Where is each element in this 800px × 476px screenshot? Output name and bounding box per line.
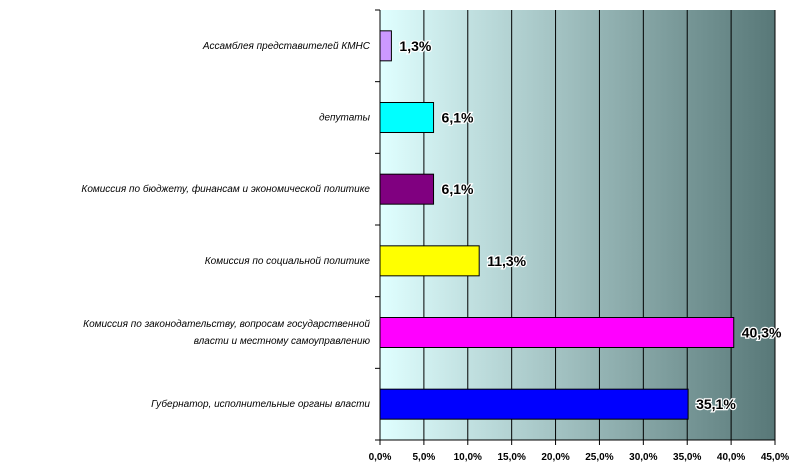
x-tick-label: 15,0% bbox=[497, 452, 525, 463]
category-label: Комиссия по бюджету, финансам и экономич… bbox=[81, 183, 370, 195]
x-tick-label: 10,0% bbox=[454, 452, 482, 463]
gridlines bbox=[423, 10, 776, 440]
bar bbox=[379, 245, 480, 277]
value-labels: 1,3% 6,1% 6,1% 11,3% 40,3% 35,1% bbox=[398, 37, 783, 414]
value-label: 1,3% bbox=[399, 38, 431, 54]
x-tick-label: 5,0% bbox=[412, 452, 435, 463]
bar bbox=[379, 102, 435, 133]
value-label: 6,1% bbox=[442, 181, 474, 197]
bar bbox=[379, 317, 735, 348]
x-tick-label: 35,0% bbox=[673, 452, 701, 463]
axes bbox=[375, 9, 776, 445]
x-tick-label: 45,0% bbox=[761, 452, 789, 463]
x-tick-label: 30,0% bbox=[629, 452, 657, 463]
value-label: 40,3% bbox=[742, 325, 782, 341]
x-tick-label: 0,0% bbox=[369, 452, 392, 463]
plot-area bbox=[380, 10, 775, 440]
category-label: Комиссия по социальной политике bbox=[205, 256, 371, 267]
category-label: депутаты bbox=[319, 113, 371, 124]
value-label: 35,1% bbox=[696, 396, 736, 412]
bars bbox=[379, 30, 735, 420]
category-label: Губернатор, исполнительные органы власти bbox=[151, 398, 370, 410]
category-label: Комиссия по законодательству, вопросам г… bbox=[83, 319, 370, 347]
bar bbox=[379, 30, 392, 62]
category-label: Ассамблея представителей КМНС bbox=[202, 40, 371, 52]
value-label: 6,1% bbox=[442, 110, 474, 126]
category-labels: Ассамблея представителей КМНС депутаты Ком… bbox=[81, 40, 370, 410]
x-tick-label: 25,0% bbox=[585, 452, 613, 463]
x-tick-label: 20,0% bbox=[541, 452, 569, 463]
bar bbox=[379, 388, 689, 420]
bar bbox=[379, 173, 435, 205]
x-tick-label: 40,0% bbox=[717, 452, 745, 463]
x-tick-labels: 0,0% 5,0% 10,0% 15,0% 20,0% 25,0% 30,0% 35,0% 40… bbox=[369, 452, 790, 463]
value-label: 11,3% bbox=[487, 253, 526, 269]
